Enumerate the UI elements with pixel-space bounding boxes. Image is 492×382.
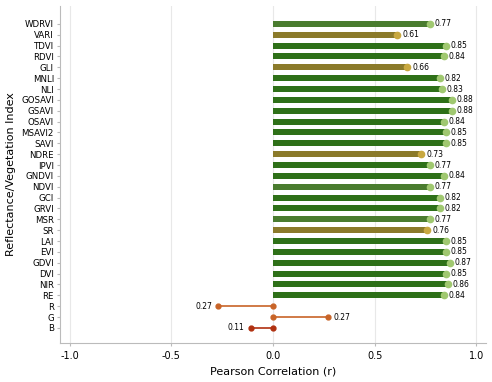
Text: 0.84: 0.84 — [449, 172, 466, 180]
Text: 0.82: 0.82 — [445, 204, 461, 213]
Bar — [273, 173, 444, 179]
Text: 0.11: 0.11 — [228, 324, 245, 332]
Y-axis label: Reflectance/Vegetation Index: Reflectance/Vegetation Index — [5, 92, 16, 256]
Bar — [273, 53, 444, 60]
Text: 0.82: 0.82 — [445, 74, 461, 83]
Bar — [273, 260, 450, 266]
Text: 0.76: 0.76 — [432, 226, 450, 235]
Text: 0.85: 0.85 — [451, 269, 468, 278]
Text: 0.87: 0.87 — [455, 258, 472, 267]
Text: 0.84: 0.84 — [449, 52, 466, 61]
Text: 0.77: 0.77 — [434, 182, 452, 191]
Bar — [273, 184, 430, 190]
Text: 0.83: 0.83 — [447, 84, 463, 94]
Text: 0.27: 0.27 — [195, 302, 212, 311]
Text: 0.77: 0.77 — [434, 215, 452, 224]
Bar — [273, 97, 452, 103]
Bar — [273, 129, 446, 136]
Text: 0.61: 0.61 — [402, 30, 419, 39]
Bar — [273, 238, 446, 244]
Text: 0.66: 0.66 — [412, 63, 429, 72]
Bar — [273, 140, 446, 146]
Text: 0.88: 0.88 — [457, 96, 474, 104]
Text: 0.85: 0.85 — [451, 248, 468, 256]
Bar — [273, 86, 442, 92]
Bar — [273, 206, 440, 212]
X-axis label: Pearson Correlation (r): Pearson Correlation (r) — [210, 366, 336, 376]
Bar — [273, 108, 452, 114]
Text: 0.82: 0.82 — [445, 193, 461, 202]
Text: 0.27: 0.27 — [334, 312, 351, 322]
Text: 0.84: 0.84 — [449, 117, 466, 126]
Bar — [273, 162, 430, 168]
Text: 0.77: 0.77 — [434, 19, 452, 28]
Text: 0.85: 0.85 — [451, 41, 468, 50]
Bar — [273, 151, 421, 157]
Bar — [273, 75, 440, 81]
Text: 0.77: 0.77 — [434, 160, 452, 170]
Bar — [273, 282, 448, 288]
Text: 0.88: 0.88 — [457, 106, 474, 115]
Bar — [273, 43, 446, 49]
Bar — [273, 64, 407, 70]
Text: 0.85: 0.85 — [451, 236, 468, 246]
Bar — [273, 194, 440, 201]
Bar — [273, 216, 430, 222]
Bar — [273, 227, 428, 233]
Text: 0.73: 0.73 — [427, 150, 443, 159]
Text: 0.84: 0.84 — [449, 291, 466, 300]
Text: 0.85: 0.85 — [451, 128, 468, 137]
Bar — [273, 292, 444, 298]
Bar — [273, 32, 397, 38]
Bar — [273, 270, 446, 277]
Bar — [273, 119, 444, 125]
Text: 0.86: 0.86 — [453, 280, 470, 289]
Bar — [273, 21, 430, 27]
Text: 0.85: 0.85 — [451, 139, 468, 148]
Bar — [273, 249, 446, 255]
